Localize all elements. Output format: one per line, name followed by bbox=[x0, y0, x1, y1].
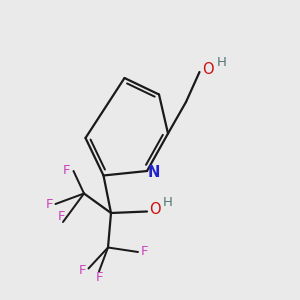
Text: F: F bbox=[141, 244, 148, 258]
Text: N: N bbox=[147, 165, 160, 180]
Text: F: F bbox=[63, 164, 71, 177]
Text: O: O bbox=[150, 202, 161, 217]
Text: F: F bbox=[58, 210, 65, 223]
Text: F: F bbox=[79, 263, 86, 277]
Text: F: F bbox=[46, 198, 53, 212]
Text: H: H bbox=[163, 196, 173, 209]
Text: H: H bbox=[217, 56, 227, 70]
Text: F: F bbox=[96, 271, 103, 284]
Text: O: O bbox=[202, 61, 214, 76]
